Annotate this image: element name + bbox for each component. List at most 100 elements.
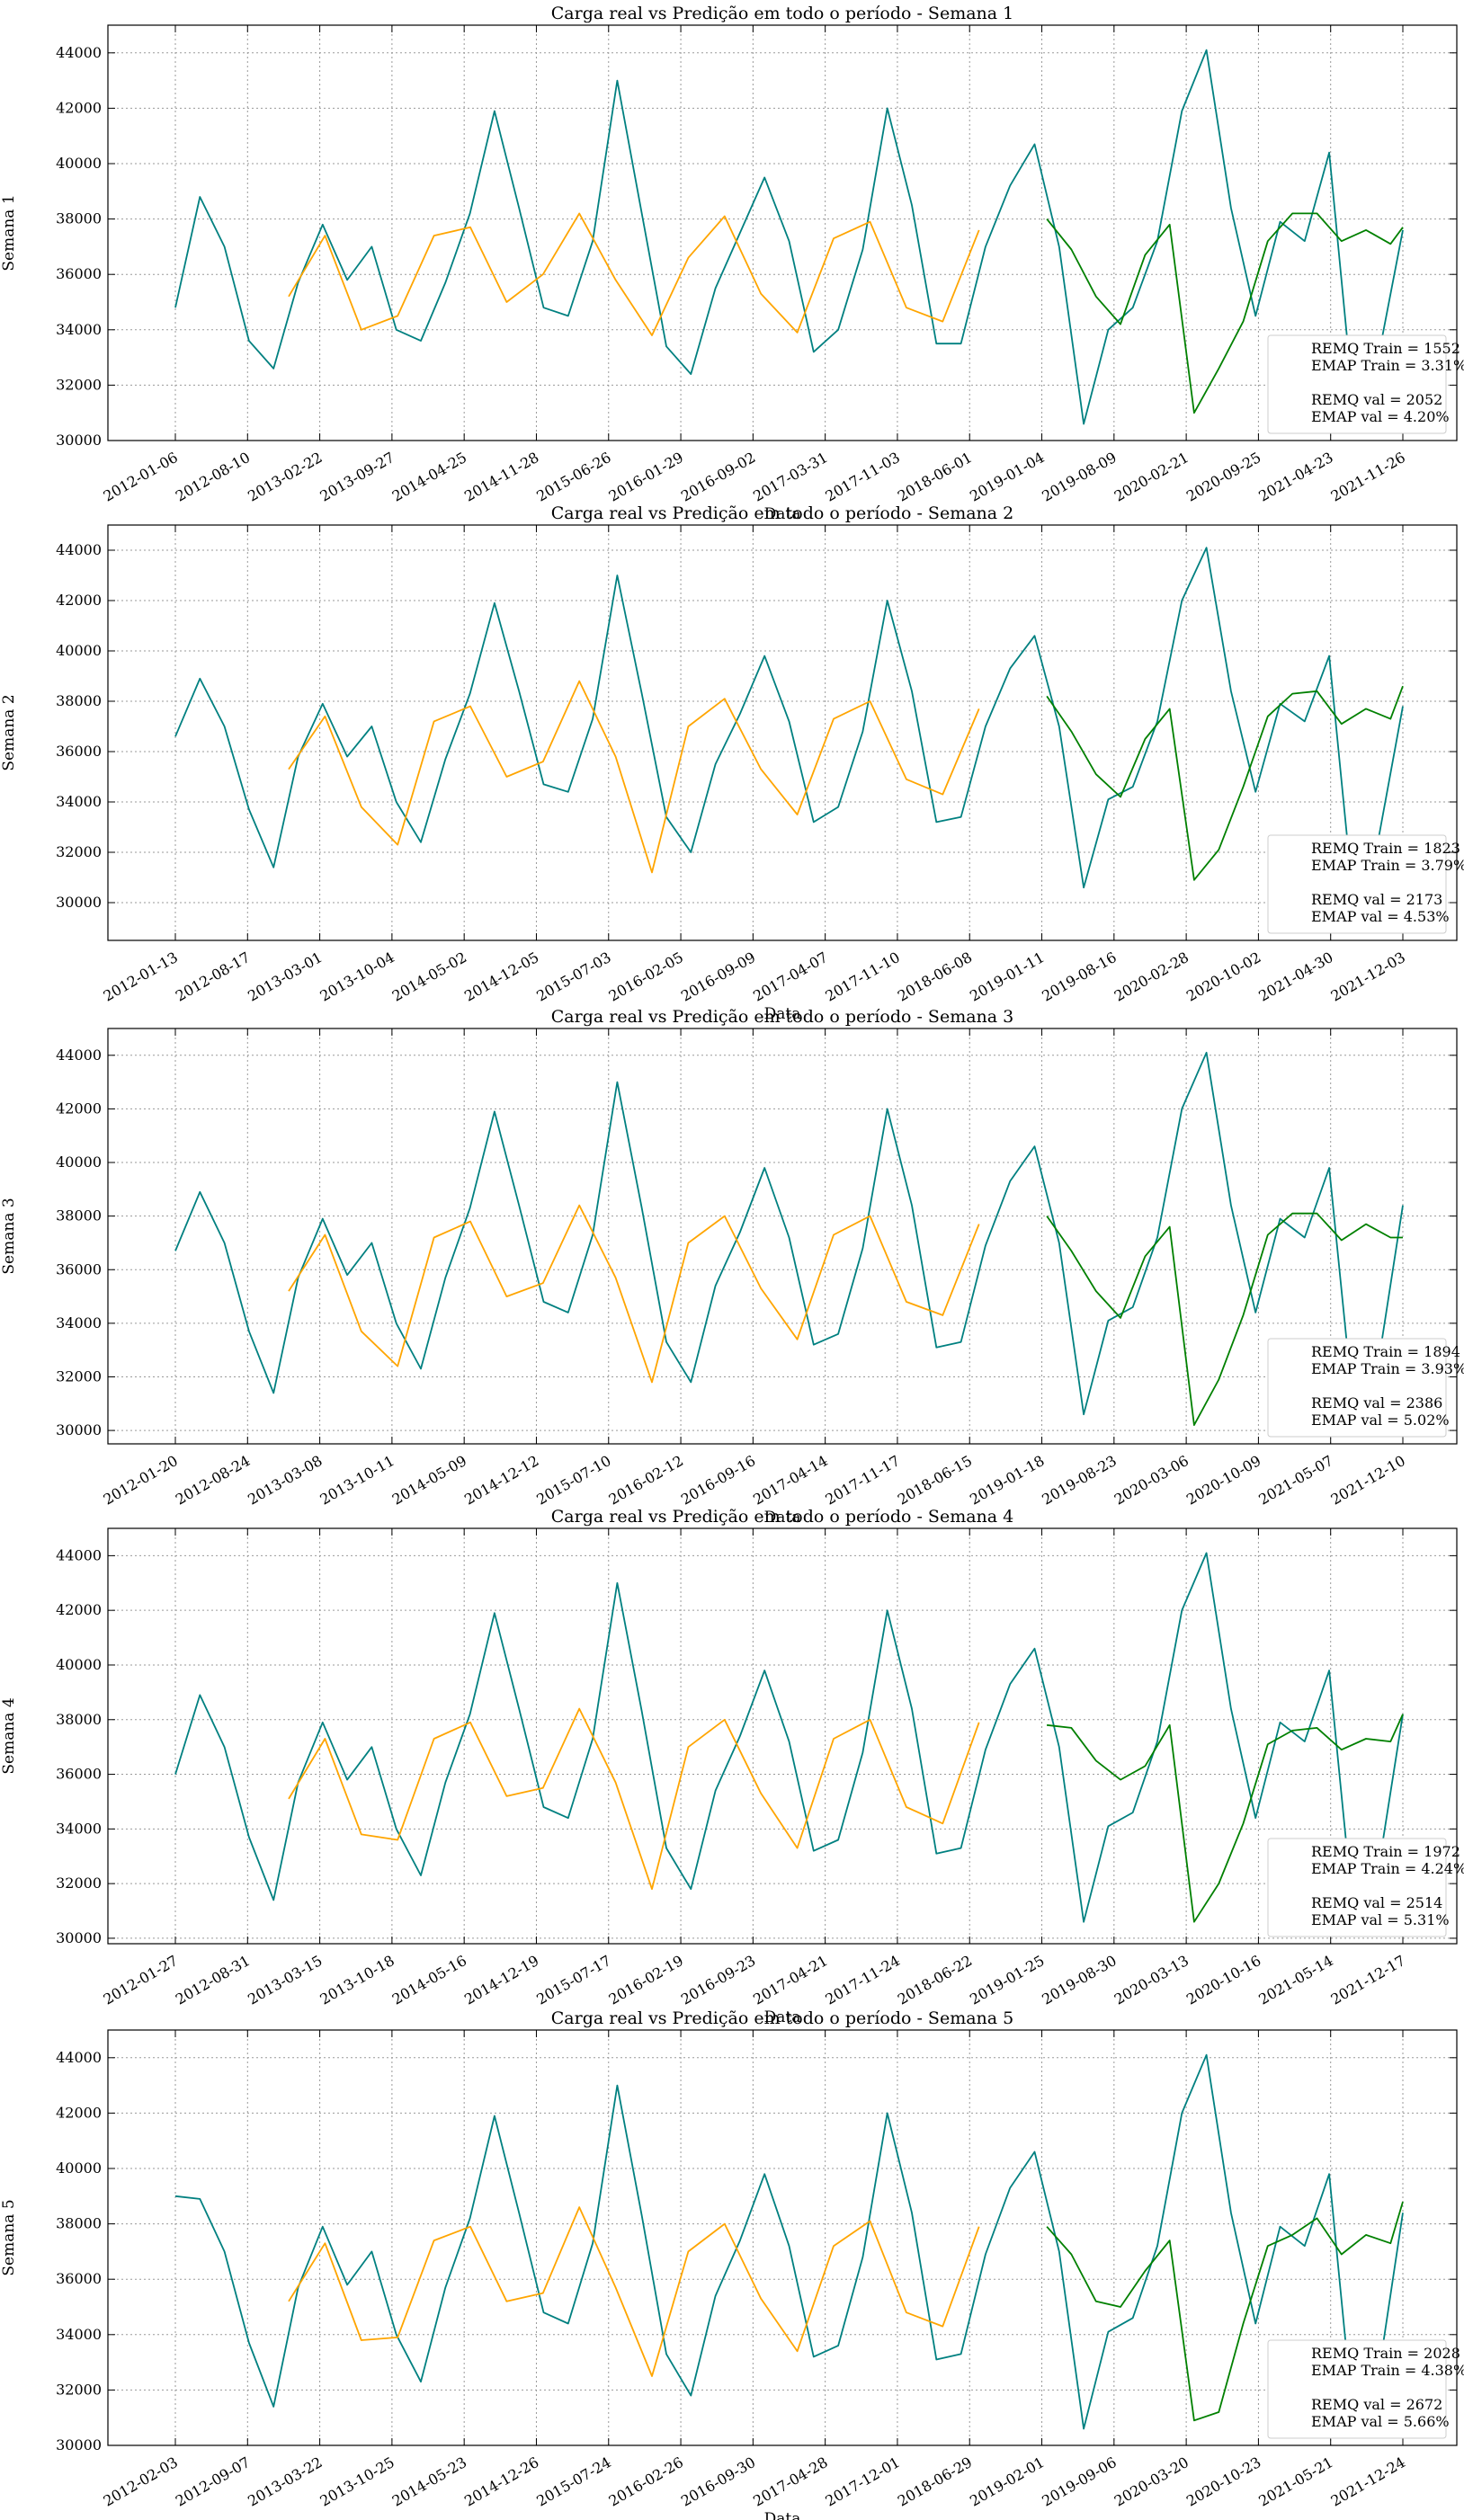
series-line-val-pred [1046,1714,1404,1923]
series-line-train-pred [288,1707,980,1891]
y-tick-label: 30000 [56,432,102,449]
axes-frame [107,2029,1458,2446]
x-tick-label: 2016-09-02 [678,449,758,505]
x-tick-label: 2012-09-07 [173,2453,253,2510]
y-tick-label: 32000 [56,843,102,860]
x-tick-label: 2020-10-09 [1183,1452,1263,1509]
y-tick-label: 36000 [56,2270,102,2287]
x-tick-label: 2020-03-06 [1111,1452,1192,1509]
metrics-text: REMQ val = 2052 [1311,391,1442,408]
y-axis-label: Semana 3 [0,1198,18,1274]
x-tick-label: 2016-02-26 [606,2453,686,2510]
metrics-text: REMQ val = 2386 [1311,1394,1442,1411]
y-tick-label: 44000 [56,541,102,558]
metrics-text: REMQ Train = 1894 [1311,1343,1460,1360]
y-tick-label: 30000 [56,894,102,911]
series-line-real [174,49,1404,425]
x-tick-label: 2021-04-30 [1255,948,1335,1005]
x-tick-label: 2019-01-11 [967,948,1047,1005]
metrics-text: REMQ Train = 1552 [1311,340,1460,357]
x-tick-label: 2016-09-23 [678,1952,758,2008]
x-tick-label: 2017-11-03 [823,449,903,505]
x-tick-label: 2014-12-26 [461,2453,541,2510]
x-tick-label: 2013-09-27 [317,449,397,505]
x-tick-label: 2019-08-16 [1039,948,1119,1005]
y-tick-label: 36000 [56,743,102,760]
x-tick-label: 2015-06-26 [533,449,613,505]
metrics-box [1267,334,1447,434]
x-tick-label: 2012-08-31 [173,1952,253,2008]
x-tick-label: 2012-01-06 [101,449,181,505]
x-tick-label: 2019-01-25 [967,1952,1047,2008]
y-tick-label: 42000 [56,1601,102,1618]
x-tick-label: 2013-03-22 [245,2453,325,2510]
x-tick-label: 2017-11-17 [823,1452,903,1509]
metrics-text: EMAP Train = 3.79% [1311,857,1464,874]
x-tick-label: 2020-10-23 [1183,2453,1263,2510]
x-tick-label: 2016-09-30 [678,2453,758,2510]
metrics-text: REMQ val = 2173 [1311,891,1442,908]
y-tick-label: 38000 [56,692,102,709]
x-tick-label: 2014-04-25 [389,449,469,505]
x-tick-label: 2021-05-21 [1255,2453,1335,2510]
series-line-val-pred [1046,2201,1404,2422]
x-tick-label: 2017-04-28 [750,2453,830,2510]
y-tick-label: 36000 [56,265,102,282]
series-line-real [174,2053,1404,2430]
x-tick-label: 2013-10-04 [317,948,397,1005]
chart-title: Carga real vs Predição em todo o período… [551,2008,1013,2028]
y-tick-label: 30000 [56,2436,102,2453]
x-tick-label: 2015-07-17 [533,1952,613,2008]
y-tick-label: 38000 [56,210,102,227]
x-tick-label: 2021-05-14 [1255,1952,1335,2008]
metrics-text: EMAP Train = 3.93% [1311,1360,1464,1377]
metrics-box [1267,1338,1447,1438]
y-tick-label: 40000 [56,1153,102,1171]
x-tick-label: 2017-03-31 [750,449,830,505]
y-tick-label: 42000 [56,592,102,609]
x-tick-label: 2015-07-24 [533,2453,613,2510]
x-tick-label: 2019-08-09 [1039,449,1119,505]
y-tick-label: 38000 [56,2215,102,2232]
y-tick-label: 42000 [56,2104,102,2121]
chart-title: Carga real vs Predição em todo o período… [551,1507,1013,1527]
x-tick-label: 2013-03-01 [245,948,325,1005]
metrics-text: EMAP val = 5.66% [1311,2413,1450,2430]
series-line-val-pred [1046,212,1404,414]
x-axis-label: Data [764,1005,801,1023]
y-tick-label: 44000 [56,2049,102,2066]
metrics-text: EMAP Train = 3.31% [1311,357,1464,374]
y-tick-label: 32000 [56,2381,102,2398]
y-tick-label: 30000 [56,1929,102,1946]
x-tick-label: 2021-12-03 [1328,948,1408,1005]
x-tick-label: 2014-05-02 [389,948,469,1005]
x-tick-label: 2017-04-07 [750,948,830,1005]
x-tick-label: 2013-10-11 [317,1452,397,1509]
x-tick-label: 2013-02-22 [245,449,325,505]
series-line-val-pred [1046,685,1404,881]
x-tick-label: 2014-05-09 [389,1452,469,1509]
x-tick-label: 2017-11-24 [823,1952,903,2008]
y-tick-label: 40000 [56,642,102,659]
y-axis-label: Semana 5 [0,2199,18,2275]
y-tick-label: 34000 [56,2326,102,2343]
metrics-text: REMQ Train = 2028 [1311,2345,1460,2362]
y-tick-label: 44000 [56,44,102,61]
x-tick-label: 2020-03-20 [1111,2453,1192,2510]
x-tick-label: 2017-04-21 [750,1952,830,2008]
chart-panel-4: Carga real vs Predição em todo o período… [0,1507,1464,2026]
x-tick-label: 2016-09-16 [678,1452,758,1509]
series-line-train-pred [288,212,980,336]
x-tick-label: 2020-10-16 [1183,1952,1263,2008]
x-tick-label: 2013-03-08 [245,1452,325,1509]
x-tick-label: 2020-03-13 [1111,1952,1192,2008]
y-axis-label: Semana 4 [0,1697,18,1774]
y-tick-label: 34000 [56,1314,102,1331]
metrics-text: REMQ Train = 1972 [1311,1843,1460,1860]
chart-title: Carga real vs Predição em todo o período… [551,503,1013,523]
series-line-real [174,1552,1404,1923]
x-tick-label: 2014-05-23 [389,2453,469,2510]
x-tick-label: 2017-11-10 [823,948,903,1005]
y-tick-label: 40000 [56,2159,102,2177]
x-tick-label: 2020-02-21 [1111,449,1192,505]
